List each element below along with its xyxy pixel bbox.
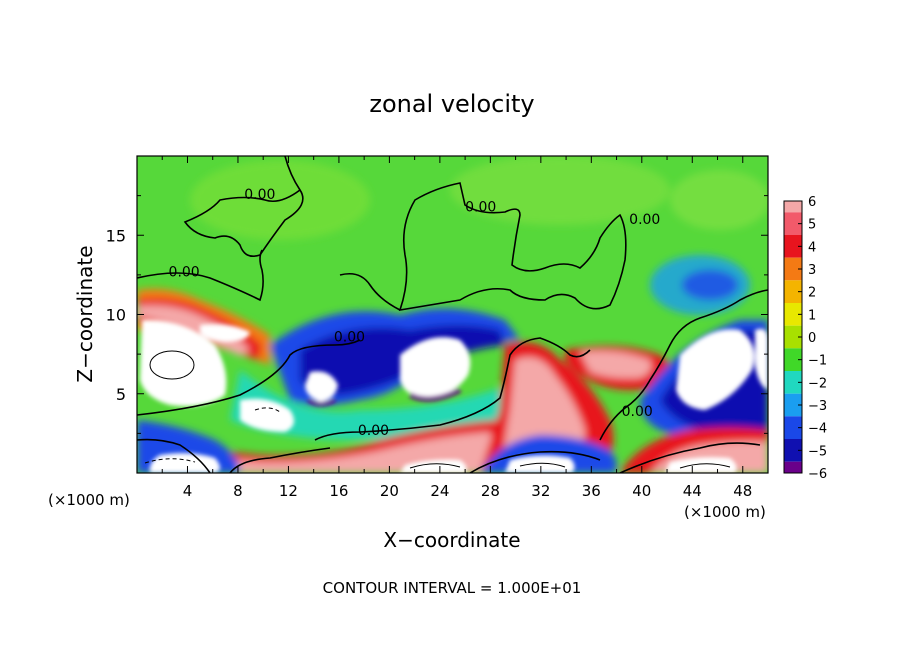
colorbar: 6 5 4 3 2 1 0 −1 −2 −3 −4 −5 −6 [783,195,827,482]
colorbar-swatch [784,257,802,281]
colorbar-swatch [784,212,802,235]
colorbar-tick-label: 4 [808,240,816,255]
x-unit-label-right: (×1000 m) [684,503,766,521]
x-unit-label-left: (×1000 m) [48,491,130,509]
colorbar-tick-label: −2 [808,376,827,391]
x-tick-label: 20 [380,482,399,500]
contour-label: 0.00 [622,404,653,420]
y-axis: 5 10 15 [106,195,768,434]
x-tick-label: 32 [531,482,550,500]
colorbar-tick-label: −5 [808,444,827,459]
contour-label: 0.00 [334,329,365,345]
colorbar-swatch [784,393,802,417]
contour-labels: 0.00 0.00 0.00 0.00 0.00 0.00 0.00 [169,187,661,439]
colorbar-swatch [784,348,802,371]
colorbar-tick-label: 5 [808,218,816,233]
contour-label: 0.00 [358,423,389,439]
x-tick-label: 36 [582,482,601,500]
x-tick-label: 12 [279,482,298,500]
contour-label: 0.00 [169,264,200,280]
x-tick-label: 16 [329,482,348,500]
colorbar-tick-label: 2 [808,286,816,301]
contour-label: 0.00 [629,212,660,228]
x-tick-label: 48 [733,482,752,500]
x-axis-label: X−coordinate [383,528,520,552]
x-tick-label: 44 [683,482,702,500]
inner-contours [144,350,731,469]
y-tick-label: 15 [106,226,126,245]
colorbar-swatch [784,371,802,394]
colorbar-swatch [784,325,802,349]
colorbar-swatch [784,201,802,213]
x-axis: 4 8 12 16 20 24 28 32 36 40 44 48 [161,156,752,500]
colorbar-tick-label: 1 [808,308,816,323]
colorbar-tick-label: −3 [808,399,827,414]
chart-title: zonal velocity [369,90,534,118]
colorbar-swatch [784,461,802,473]
colorbar-tick-label: −6 [808,467,827,482]
x-tick-label: 28 [481,482,500,500]
colorbar-swatch [784,416,802,439]
x-tick-label: 40 [632,482,651,500]
y-tick-label: 5 [116,385,126,404]
colorbar-tick-label: 3 [808,263,816,278]
contour-interval-footer: CONTOUR INTERVAL = 1.000E+01 [323,579,582,597]
contour-label: 0.00 [244,187,275,203]
colorbar-swatch [784,280,802,303]
zero-contours [137,156,768,473]
colorbar-tick-label: 0 [808,331,816,346]
x-tick-label: 8 [233,482,243,500]
colorbar-tick-label: −4 [808,422,827,437]
y-axis-label: Z−coordinate [73,245,97,382]
y-tick-label: 10 [106,306,126,325]
x-tick-label: 4 [183,482,193,500]
colorbar-swatch [784,235,802,258]
colorbar-tick-label: 6 [808,195,816,210]
x-tick-label: 24 [430,482,449,500]
colorbar-swatch [784,439,802,462]
colorbar-swatch [784,303,802,326]
contour-label: 0.00 [465,199,496,215]
heatmap-field [137,156,768,473]
colorbar-tick-label: −1 [808,354,827,369]
